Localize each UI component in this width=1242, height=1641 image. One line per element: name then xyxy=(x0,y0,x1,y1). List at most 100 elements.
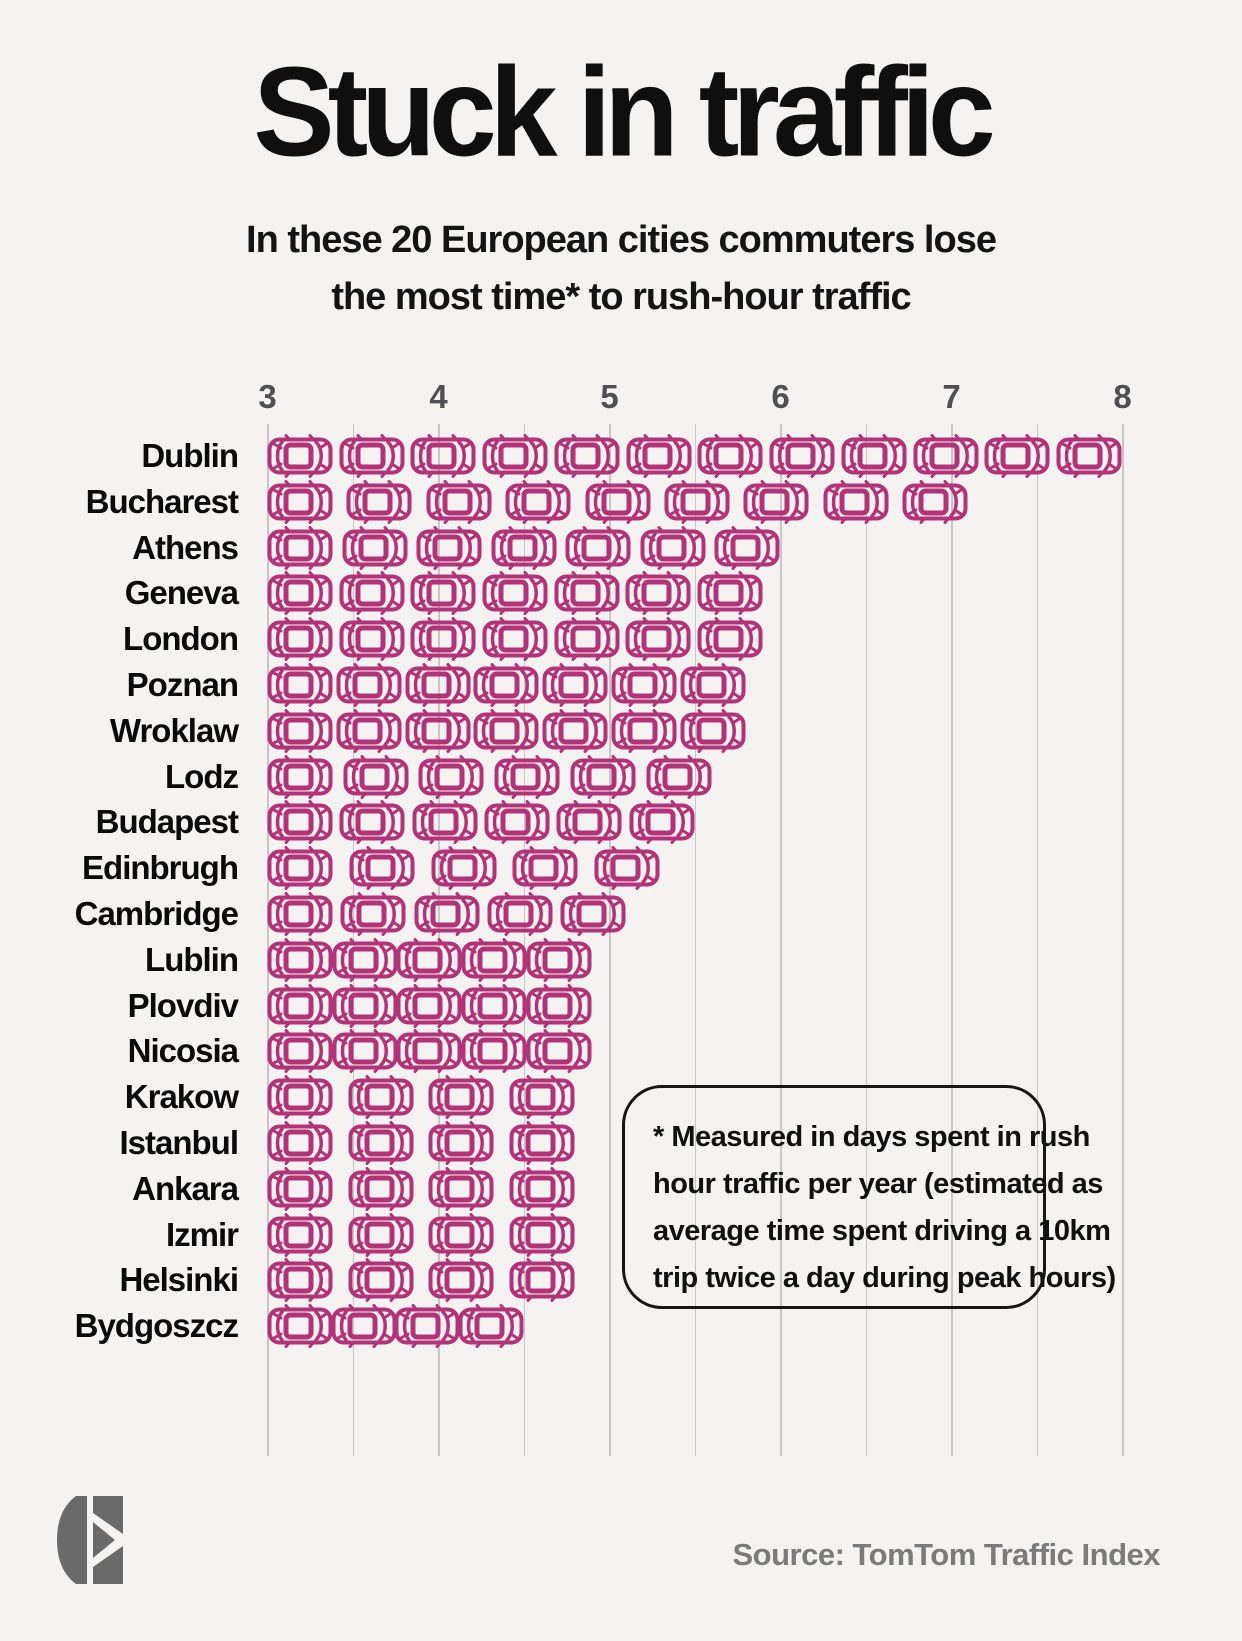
car-icon xyxy=(405,663,471,707)
gridline xyxy=(609,424,611,1456)
car-icon xyxy=(1056,434,1122,478)
car-icon xyxy=(346,480,412,524)
city-label: Helsinki xyxy=(119,1261,239,1299)
car-icon xyxy=(267,709,333,753)
city-label: Istanbul xyxy=(119,1124,239,1161)
gridline xyxy=(865,424,867,1456)
annotation-line: trip twice a day during peak hours) xyxy=(653,1262,1116,1294)
car-icon xyxy=(556,800,622,844)
car-icon xyxy=(410,434,476,478)
car-icon xyxy=(629,800,695,844)
car-icon xyxy=(509,1121,575,1165)
car-icon xyxy=(461,938,527,982)
car-icon xyxy=(267,1075,333,1119)
gridline xyxy=(694,424,696,1456)
axis-tick-label: 4 xyxy=(429,378,447,415)
city-label: Bydgoszcz xyxy=(74,1307,239,1345)
car-icon xyxy=(585,480,651,524)
city-label: Poznan xyxy=(126,666,239,703)
car-icon xyxy=(340,892,406,936)
car-icon xyxy=(565,526,631,570)
car-icon xyxy=(680,709,746,753)
city-label: Geneva xyxy=(124,574,239,612)
car-icon xyxy=(267,571,333,615)
axis-tick-label: 5 xyxy=(600,378,618,415)
car-icon xyxy=(542,709,608,753)
gridline xyxy=(780,424,782,1456)
car-icon xyxy=(332,1029,398,1073)
car-icon xyxy=(526,984,592,1028)
annotation-line: hour traffic per year (estimated as xyxy=(653,1168,1103,1200)
car-icon xyxy=(526,938,592,982)
car-icon xyxy=(611,709,677,753)
city-label: Krakow xyxy=(124,1078,239,1116)
car-icon xyxy=(913,434,979,478)
car-icon xyxy=(431,846,497,890)
car-icon xyxy=(484,800,550,844)
car-icon xyxy=(611,663,677,707)
annotation-box: * Measured in days spent in rush hour tra… xyxy=(622,1085,1116,1309)
car-icon xyxy=(594,846,660,890)
car-icon xyxy=(394,1304,460,1348)
car-icon xyxy=(339,434,405,478)
car-icon xyxy=(482,617,548,661)
car-icon xyxy=(412,800,478,844)
city-label: Athens xyxy=(132,528,239,566)
car-icon xyxy=(461,1029,527,1073)
car-icon xyxy=(267,938,333,982)
car-icon xyxy=(339,800,405,844)
axis-tick-label: 7 xyxy=(942,378,960,415)
car-icon xyxy=(396,984,462,1028)
car-icon xyxy=(554,434,620,478)
car-icon xyxy=(640,526,706,570)
city-label: Wroklaw xyxy=(109,711,239,749)
car-icon xyxy=(410,617,476,661)
subtitle-line-1: In these 20 European cities commuters lo… xyxy=(246,219,997,261)
car-icon xyxy=(332,984,398,1028)
source-credit: Source: TomTom Traffic Index xyxy=(732,1537,1160,1572)
city-label: Dublin xyxy=(141,437,239,474)
car-icon xyxy=(348,1258,414,1302)
car-icon xyxy=(428,1075,494,1119)
axis-tick-label: 8 xyxy=(1113,378,1131,415)
car-icon xyxy=(743,480,809,524)
stylized-e-logo-icon xyxy=(57,1496,123,1584)
car-icon xyxy=(646,755,712,799)
car-icon xyxy=(570,755,636,799)
car-icon xyxy=(494,755,560,799)
car-icon xyxy=(680,663,746,707)
car-icon xyxy=(267,892,333,936)
car-icon xyxy=(267,663,333,707)
car-icon xyxy=(512,846,578,890)
car-icon xyxy=(267,1304,333,1348)
car-icon xyxy=(267,1167,333,1211)
car-icon xyxy=(482,434,548,478)
car-icon xyxy=(554,617,620,661)
page-title: Stuck in traffic xyxy=(253,41,995,183)
annotation-line: average time spent driving a 10km xyxy=(653,1215,1111,1247)
car-icon xyxy=(348,1167,414,1211)
car-icon xyxy=(348,1075,414,1119)
car-icon xyxy=(625,571,691,615)
car-icon xyxy=(267,984,333,1028)
car-icon xyxy=(823,480,889,524)
car-icon xyxy=(342,526,408,570)
car-icon xyxy=(626,434,692,478)
car-icon xyxy=(697,434,763,478)
car-icon xyxy=(396,938,462,982)
car-icon xyxy=(428,1258,494,1302)
car-icon xyxy=(560,892,626,936)
car-icon xyxy=(509,1075,575,1119)
car-icon xyxy=(697,571,763,615)
car-icon xyxy=(396,1029,462,1073)
city-label: Nicosia xyxy=(127,1032,239,1070)
car-icon xyxy=(418,755,484,799)
car-icon xyxy=(428,1121,494,1165)
car-icon xyxy=(505,480,571,524)
car-icon xyxy=(410,571,476,615)
car-icon xyxy=(336,663,402,707)
city-label: Lodz xyxy=(165,757,239,795)
car-icon xyxy=(339,571,405,615)
car-icon xyxy=(428,1167,494,1211)
axis-tick-label: 3 xyxy=(258,378,276,415)
